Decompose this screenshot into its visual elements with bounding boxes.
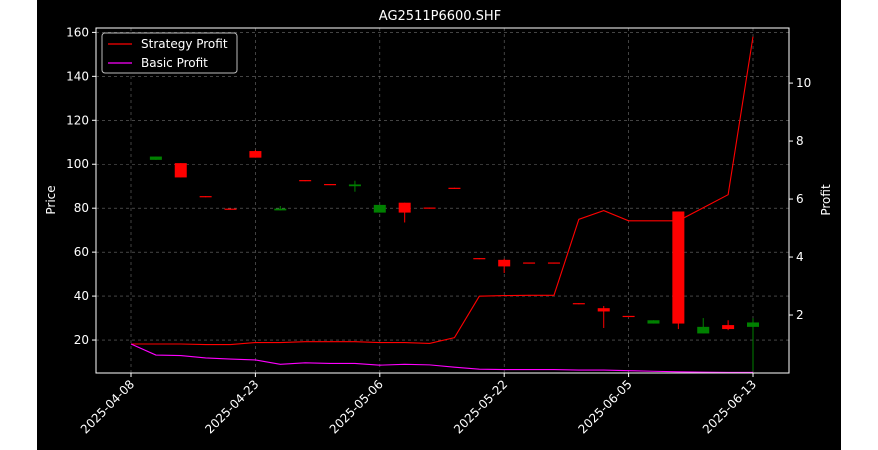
y-right-tick-label: 2: [796, 308, 804, 322]
candle-body: [348, 184, 361, 187]
candle-body: [622, 315, 635, 318]
y-left-tick-label: 100: [66, 157, 89, 171]
y-left-tick-label: 160: [66, 25, 89, 39]
candle-body: [224, 208, 237, 210]
candle-body: [149, 156, 162, 160]
x-tick-label: 2025-04-23: [202, 377, 261, 436]
candlesticks: [149, 149, 759, 371]
candle-body: [647, 320, 660, 324]
y-left-tick-label: 60: [74, 245, 89, 259]
y-right-tick-label: 10: [796, 76, 811, 90]
y-right-tick-label: 8: [796, 134, 804, 148]
grid-lines: [96, 28, 789, 373]
y-left-tick-label: 120: [66, 113, 89, 127]
legend-label: Strategy Profit: [141, 37, 228, 51]
y-left-tick-label: 80: [74, 201, 89, 215]
x-tick-label: 2025-05-06: [327, 377, 386, 436]
candle-body: [174, 163, 187, 178]
candle-body: [473, 258, 486, 260]
right-margin-band: [841, 0, 878, 450]
candle-body: [299, 180, 312, 182]
candle-body: [423, 207, 436, 209]
y-left-tick-label: 40: [74, 289, 89, 303]
candle-body: [199, 196, 212, 198]
y-right-tick-label: 6: [796, 192, 804, 206]
candle-body: [398, 202, 411, 213]
series-line: [130, 343, 753, 373]
candle-body: [324, 184, 337, 186]
candle-body: [672, 211, 685, 324]
candle-body: [747, 322, 759, 327]
candle-body: [547, 262, 560, 264]
axes: 20 40 60 80 100 120 140 160 2 4 6 8 10 2025-04-08 2025…: [66, 25, 811, 436]
candle-body: [373, 204, 386, 213]
candle-body: [697, 326, 710, 334]
x-tick-label: 2025-05-22: [451, 377, 510, 436]
y-axis-left-label: Price: [44, 185, 58, 214]
y-left-tick-label: 140: [66, 69, 89, 83]
y-axis-right-label: Profit: [819, 184, 833, 216]
series-line: [131, 36, 754, 346]
candle-body: [523, 262, 536, 264]
chart-title: AG2511P6600.SHF: [379, 9, 501, 24]
y-left-tick-label: 20: [74, 333, 89, 347]
legend-label: Basic Profit: [141, 56, 208, 70]
x-tick-label: 2025-06-13: [700, 377, 759, 436]
left-margin-band: [0, 0, 37, 450]
x-tick-label: 2025-04-08: [78, 377, 137, 436]
legend: Strategy Profit Basic Profit: [101, 32, 238, 74]
candle-body: [597, 308, 610, 312]
plot-frame: [95, 27, 790, 374]
candle-body: [448, 187, 461, 189]
candle-body: [274, 208, 287, 211]
x-tick-label: 2025-06-05: [576, 377, 635, 436]
candle-body: [572, 303, 585, 305]
candle-body: [498, 259, 511, 267]
candle-body: [722, 325, 735, 330]
legend-box: [101, 32, 238, 74]
candle-body: [249, 151, 262, 158]
y-right-tick-label: 4: [796, 250, 804, 264]
profit-lines: [130, 36, 754, 373]
